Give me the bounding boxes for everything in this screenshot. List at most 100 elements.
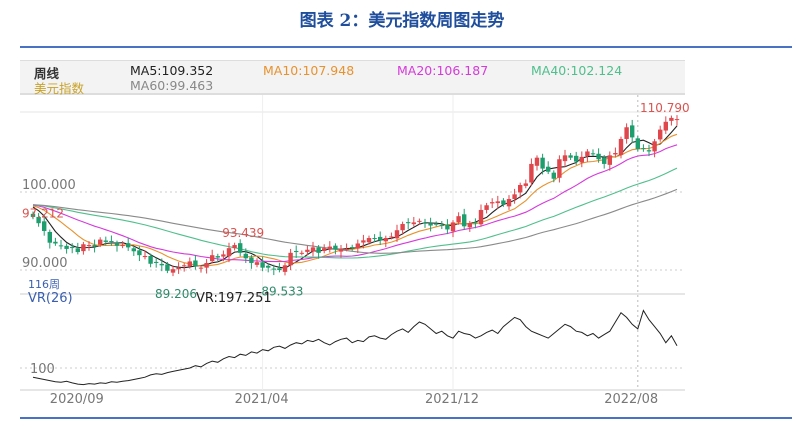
candle-body [159,263,164,266]
candle-body [590,153,596,155]
candle-body [204,262,209,268]
candle-body [260,262,265,268]
candle-body [394,230,400,239]
candle-body [232,245,237,249]
vr-indicator-label: VR(26) [28,291,73,306]
candle-body [70,247,75,249]
candle-body [484,205,489,210]
ma60-legend: MA60:99.463 [130,78,214,93]
candle-body [81,244,86,252]
candle-body [434,223,439,225]
candle-body [350,247,355,249]
ma5-legend: MA5:109.352 [130,63,214,78]
candle-body [540,157,545,169]
candle-body [579,156,584,163]
candle-body [635,138,640,150]
candle-body [406,222,411,224]
candle-body [114,243,120,246]
candle-body [456,216,461,223]
candle-body [36,216,41,224]
candle-body [170,269,176,273]
candle-body [585,151,590,156]
candle-body [215,256,220,258]
candle-body [422,222,428,224]
top-rule [20,46,792,48]
candle-body [478,209,484,225]
instrument-label[interactable]: 美元指数 [34,81,85,96]
candle-body [669,117,674,121]
candle-body [568,155,573,158]
candle-body [551,172,556,179]
candle-body [490,202,495,204]
candle-body [86,245,92,247]
candle-body [182,265,187,267]
candle-body [277,268,282,270]
candle-body [417,220,422,222]
bottom-rule [20,417,792,419]
candle-body [506,199,512,207]
price-annotation: 89.533 [261,285,303,299]
candle-body [266,265,271,268]
candle-body [322,248,327,251]
x-tick-label: 2022/08 [604,392,658,407]
x-tick-label: 2020/09 [50,392,104,407]
ma20-line [32,144,678,263]
candle-body [53,241,58,244]
candle-body [238,243,243,253]
ma10-legend: MA10:107.948 [263,63,355,78]
candle-body [30,213,36,217]
candle-body [310,247,316,252]
price-annotation: 110.790 [640,101,690,115]
ma40-legend: MA40:102.124 [531,63,623,78]
candle-body [103,240,108,242]
candle-body [75,248,80,253]
candle-body [618,138,624,155]
candle-body [210,255,215,262]
candle-body [98,239,103,245]
candle-body [607,155,612,165]
candle-body [92,245,97,247]
candle-body [338,248,344,252]
candle-body [305,249,310,252]
candle-body [299,252,304,254]
candle-body [333,245,338,250]
candle-body [439,224,444,226]
period-label[interactable]: 周线 [34,66,60,81]
vr-value-label: VR:197.251 [196,291,272,306]
vr-line [32,309,678,386]
candle-body [529,163,534,183]
candle-body [193,260,198,267]
candle-body [613,153,618,155]
candle-body [383,238,388,242]
candle-body [473,222,478,224]
candle-body [226,248,232,257]
price-annotation: 97.212 [22,207,64,221]
y-tick-label: 100.000 [22,178,76,193]
candle-body [137,250,142,256]
candle-body [602,157,607,164]
candle-body [562,155,568,162]
candle-body [450,222,456,232]
candle-body [148,255,153,264]
candle-body [327,246,332,250]
candle-body [641,148,646,150]
candle-body [131,248,136,252]
candle-body [467,223,472,228]
candle-body [663,121,668,131]
ma5-line [32,125,678,269]
candle-body [294,250,299,253]
candle-body [64,245,69,249]
candle-body [254,262,260,265]
candle-body [249,257,254,263]
candle-body [596,153,601,160]
candle-body [154,261,159,263]
candle-body [512,194,517,200]
x-tick-label: 2021/12 [425,392,479,407]
candle-body [288,252,293,266]
candle-body [109,240,114,242]
candle-body [445,224,450,230]
legend-header: 周线 美元指数 MA5:109.352 MA60:99.463 MA10:107… [20,60,685,96]
candle-body [198,267,204,269]
candle-body [400,223,405,231]
